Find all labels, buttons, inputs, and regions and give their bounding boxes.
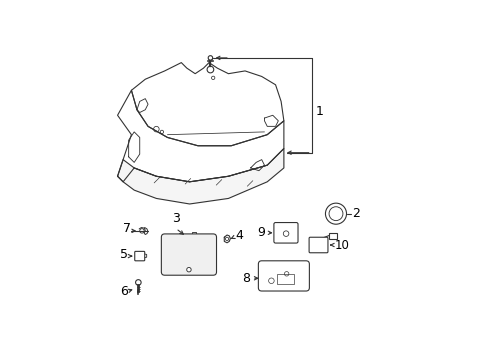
- FancyBboxPatch shape: [161, 234, 216, 275]
- Text: 10: 10: [334, 239, 349, 252]
- FancyBboxPatch shape: [273, 222, 297, 243]
- Text: 7: 7: [123, 222, 131, 235]
- Text: 1: 1: [315, 105, 323, 118]
- Text: 6: 6: [120, 285, 128, 298]
- FancyBboxPatch shape: [258, 261, 309, 291]
- Bar: [276, 274, 293, 284]
- Circle shape: [325, 203, 346, 224]
- Text: 4: 4: [235, 229, 243, 242]
- Circle shape: [186, 267, 191, 272]
- Text: 8: 8: [242, 272, 250, 285]
- Polygon shape: [131, 63, 284, 146]
- Text: 5: 5: [120, 248, 128, 261]
- Circle shape: [207, 66, 213, 73]
- Text: 3: 3: [171, 212, 179, 225]
- Text: 2: 2: [351, 207, 359, 220]
- Circle shape: [135, 280, 141, 285]
- Circle shape: [208, 56, 212, 60]
- Text: 9: 9: [257, 226, 265, 239]
- FancyBboxPatch shape: [308, 237, 327, 253]
- Polygon shape: [117, 149, 284, 204]
- Bar: [328, 233, 336, 239]
- FancyBboxPatch shape: [135, 251, 144, 261]
